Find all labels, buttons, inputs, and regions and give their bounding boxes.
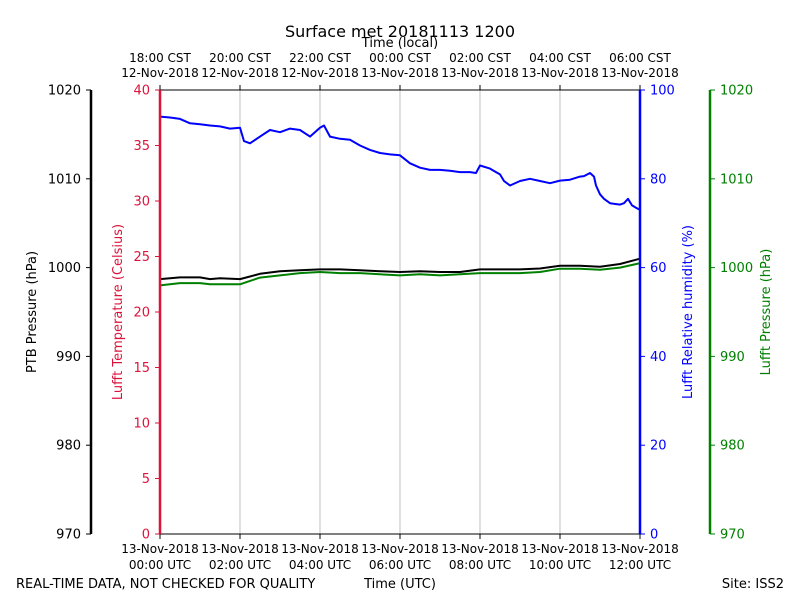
rh-tick-label: 60 xyxy=(650,261,667,276)
top-tick-label-date: 13-Nov-2018 xyxy=(361,66,439,80)
top-tick-label: 04:00 CST xyxy=(529,51,591,65)
temp-tick-label: 20 xyxy=(133,306,150,321)
rh-tick-label: 80 xyxy=(650,172,667,187)
bottom-tick-label: 08:00 UTC xyxy=(449,558,511,572)
top-tick-label: 22:00 CST xyxy=(289,51,351,65)
top-tick-label: 20:00 CST xyxy=(209,51,271,65)
ptb-axis-label: PTB Pressure (hPa) xyxy=(25,251,40,373)
ptb-tick-label: 1000 xyxy=(48,261,81,276)
ptb-tick-label: 970 xyxy=(56,528,81,543)
lpres-tick-label: 990 xyxy=(720,350,745,365)
top-tick-label: 18:00 CST xyxy=(129,51,191,65)
grid-lines xyxy=(239,90,561,534)
bottom-tick-label: 00:00 UTC xyxy=(129,558,191,572)
bottom-tick-label-date: 13-Nov-2018 xyxy=(441,542,519,556)
rh-tick-label: 0 xyxy=(650,528,658,543)
lpres-tick-label: 970 xyxy=(720,528,745,543)
bottom-tick-label: 12:00 UTC xyxy=(609,558,671,572)
temp-tick-label: 25 xyxy=(133,250,150,265)
top-tick-label-date: 13-Nov-2018 xyxy=(521,66,599,80)
top-tick-label-date: 12-Nov-2018 xyxy=(121,66,199,80)
lpres-tick-label: 1020 xyxy=(720,84,753,99)
temp-tick-label: 10 xyxy=(133,417,150,432)
lpres-axis-label: Lufft Pressure (hPa) xyxy=(759,249,774,376)
bottom-tick-label-date: 13-Nov-2018 xyxy=(521,542,599,556)
lpres-tick-label: 980 xyxy=(720,439,745,454)
top-tick-label: 06:00 CST xyxy=(609,51,671,65)
series-line-rh xyxy=(159,115,641,211)
top-tick-label-date: 12-Nov-2018 xyxy=(201,66,279,80)
ptb-tick-label: 1020 xyxy=(48,84,81,99)
bottom-tick-label-date: 13-Nov-2018 xyxy=(281,542,359,556)
top-tick-label: 02:00 CST xyxy=(449,51,511,65)
plot-lines xyxy=(159,115,641,287)
temp-tick-label: 0 xyxy=(142,528,150,543)
quality-disclaimer: REAL-TIME DATA, NOT CHECKED FOR QUALITY xyxy=(16,577,315,592)
bottom-tick-label-date: 13-Nov-2018 xyxy=(601,542,679,556)
temp-tick-label: 40 xyxy=(133,84,150,99)
ptb-tick-label: 990 xyxy=(56,350,81,365)
series-line-ptb xyxy=(159,257,641,281)
temp-tick-label: 5 xyxy=(142,472,150,487)
temp-tick-label: 30 xyxy=(133,195,150,210)
top-tick-label-date: 13-Nov-2018 xyxy=(441,66,519,80)
rh-tick-label: 40 xyxy=(650,350,667,365)
bottom-tick-label: 06:00 UTC xyxy=(369,558,431,572)
rh-axis-label: Lufft Relative humidity (%) xyxy=(681,225,696,399)
chart-title: Surface met 20181113 1200 xyxy=(285,22,515,41)
bottom-tick-label-date: 13-Nov-2018 xyxy=(361,542,439,556)
top-tick-label-date: 12-Nov-2018 xyxy=(281,66,359,80)
temp-tick-label: 35 xyxy=(133,139,150,154)
rh-tick-label: 100 xyxy=(650,84,675,99)
rh-tick-label: 20 xyxy=(650,439,667,454)
bottom-axis-label: Time (UTC) xyxy=(363,577,436,592)
lpres-tick-label: 1000 xyxy=(720,261,753,276)
bottom-tick-label-date: 13-Nov-2018 xyxy=(121,542,199,556)
bottom-tick-label: 02:00 UTC xyxy=(209,558,271,572)
site-label: Site: ISS2 xyxy=(722,577,784,592)
top-tick-label: 00:00 CST xyxy=(369,51,431,65)
temp-axis-label: Lufft Temperature (Celsius) xyxy=(111,224,126,400)
bottom-tick-label: 10:00 UTC xyxy=(529,558,591,572)
ptb-tick-label: 980 xyxy=(56,439,81,454)
series-line-temp xyxy=(159,262,641,287)
temp-tick-label: 15 xyxy=(133,361,150,376)
lpres-tick-label: 1010 xyxy=(720,172,753,187)
bottom-tick-label-date: 13-Nov-2018 xyxy=(201,542,279,556)
bottom-tick-label: 04:00 UTC xyxy=(289,558,351,572)
top-axis-label: Time (local) xyxy=(361,36,438,51)
ptb-tick-label: 1010 xyxy=(48,172,81,187)
top-tick-label-date: 13-Nov-2018 xyxy=(601,66,679,80)
